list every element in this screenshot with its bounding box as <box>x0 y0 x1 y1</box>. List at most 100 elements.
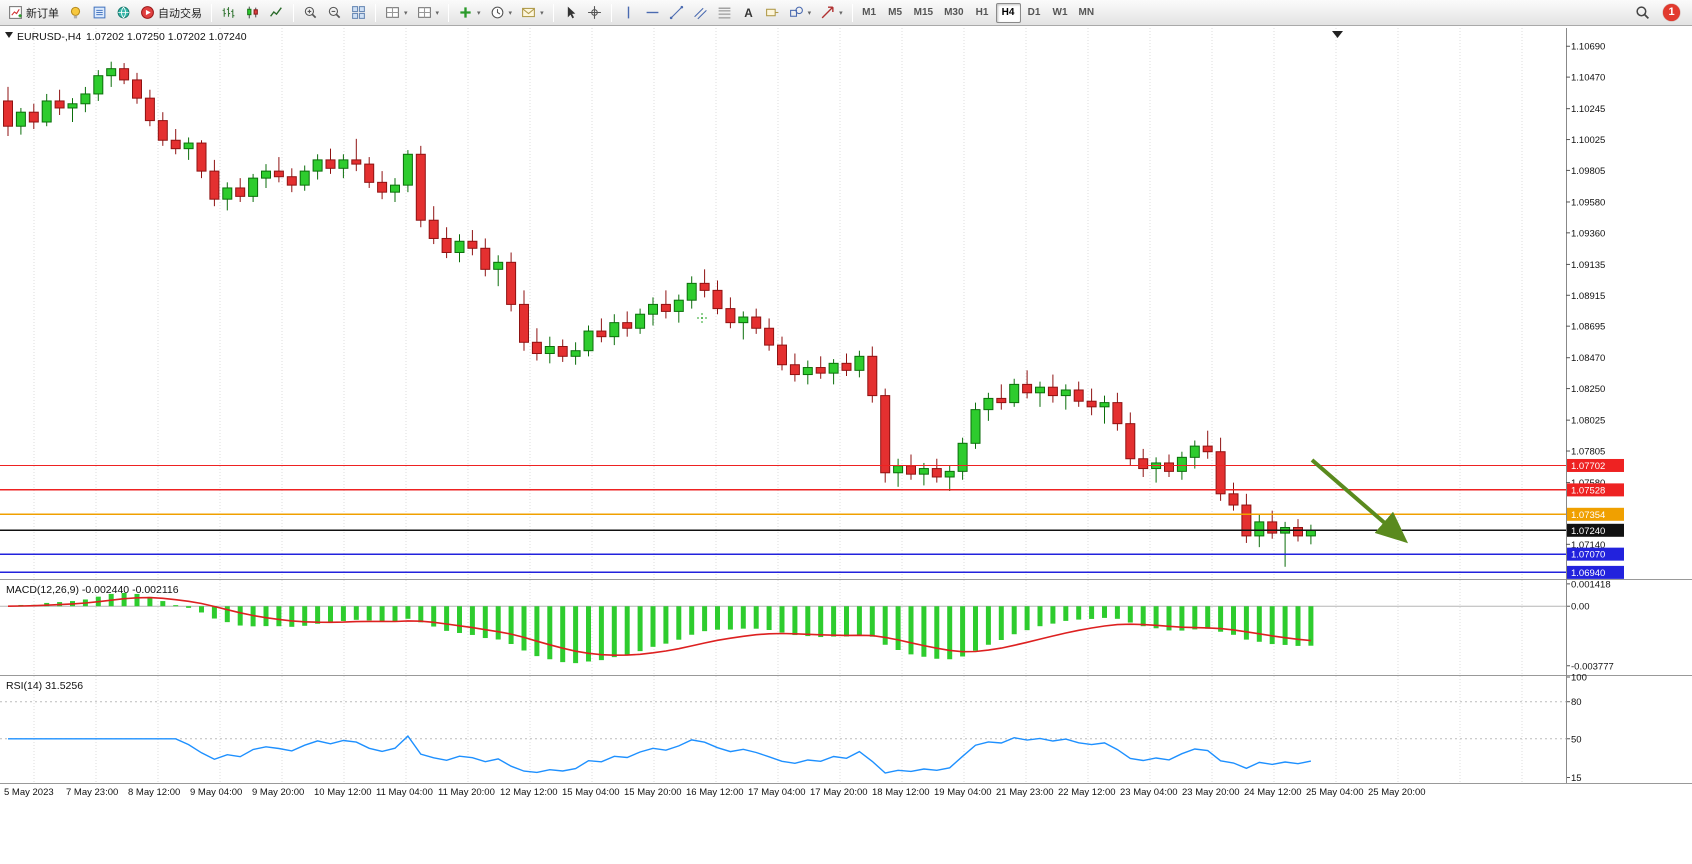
data-window-button[interactable] <box>88 2 111 24</box>
candle-body <box>325 159 336 169</box>
candle-body <box>1022 383 1033 394</box>
trendline-button[interactable] <box>665 2 688 24</box>
timeframe-H1[interactable]: H1 <box>970 3 995 23</box>
community-button[interactable] <box>112 2 135 24</box>
candle-body <box>261 170 271 179</box>
price-axis-label: 1.10470 <box>1571 73 1605 84</box>
candle-body <box>28 111 39 123</box>
templates-button[interactable]: ▾ <box>517 2 548 24</box>
candle-body <box>1099 402 1110 408</box>
candle-body <box>1164 462 1174 472</box>
timeframe-H4[interactable]: H4 <box>995 2 1021 23</box>
time-axis-label: 9 May 04:00 <box>190 787 242 798</box>
toolbar: 新订单 自动交易 ▾ ▾ ▾ ▾ ▾ A ▾ ▾ M1 M5 M15 M30 H1 H4 D1 W1 MN 1 <box>0 0 1692 26</box>
timeframe-M1[interactable]: M1 <box>857 3 882 23</box>
price-axis-label: 1.07805 <box>1571 447 1605 458</box>
price-axis-label: 1.09580 <box>1571 197 1605 208</box>
bulb-icon <box>70 6 81 19</box>
candle-body <box>1228 493 1239 506</box>
label-tool-button[interactable] <box>761 2 784 24</box>
timeframe-M15[interactable]: M15 <box>909 3 938 23</box>
candle-body <box>815 367 826 374</box>
candle-body <box>441 237 452 253</box>
zoom-out-button[interactable] <box>323 2 346 24</box>
fibonacci-button[interactable] <box>713 2 736 24</box>
candle-body <box>415 153 426 221</box>
cross-mark-annotation <box>697 313 707 323</box>
candle-body <box>983 397 994 411</box>
candle-body <box>428 219 439 239</box>
chart-layout-button[interactable]: ▾ <box>381 2 412 24</box>
chart-collapse-icon[interactable] <box>5 32 13 38</box>
price-axis-label: 1.09360 <box>1571 228 1605 239</box>
time-axis-label: 22 May 12:00 <box>1058 787 1116 798</box>
svg-text:A: A <box>744 7 753 20</box>
price-axis-label: 1.08250 <box>1571 384 1605 395</box>
candle-body <box>106 68 117 77</box>
crosshair-button[interactable] <box>583 2 606 24</box>
time-axis-label: 15 May 04:00 <box>562 787 620 798</box>
hline-icon <box>646 11 658 14</box>
price-axis-label: 1.07140 <box>1571 540 1605 551</box>
text-tool-button[interactable]: A <box>737 2 760 24</box>
timeframe-D1[interactable]: D1 <box>1022 3 1047 23</box>
candle-body <box>248 177 259 197</box>
candle-body <box>1202 445 1213 453</box>
chevron-down-icon: ▾ <box>477 9 481 17</box>
zoom-in-button[interactable] <box>299 2 322 24</box>
periods-button[interactable]: ▾ <box>486 2 517 24</box>
horizontal-line-button[interactable] <box>641 2 664 24</box>
autotrading-button[interactable]: 自动交易 <box>136 2 206 24</box>
indicators-button[interactable]: ▾ <box>454 2 485 24</box>
candle-body <box>119 68 130 81</box>
channel-icon <box>693 7 707 20</box>
candle-body <box>222 187 233 200</box>
macd-scale-label: 0.00 <box>1571 602 1590 613</box>
candle-body <box>764 327 775 346</box>
price-axis-label: 1.08695 <box>1571 322 1605 333</box>
tile-windows-button[interactable] <box>347 2 370 24</box>
candle-body <box>673 299 684 312</box>
new-order-button[interactable]: 新订单 <box>4 2 63 24</box>
bar-chart-mode-button[interactable] <box>217 2 240 24</box>
time-axis[interactable]: 5 May 2023 7 May 23:00 8 May 12:00 9 May 04… <box>0 783 1692 799</box>
candle-body <box>570 350 581 357</box>
price-axis[interactable]: 1.10690 1.10470 1.10245 1.10025 1.09805 1.095… <box>1566 28 1624 783</box>
candle-body <box>41 100 52 123</box>
timeframe-M30[interactable]: M30 <box>939 3 968 23</box>
shapes-button[interactable]: ▾ <box>785 2 816 24</box>
envelope-icon <box>522 7 535 18</box>
chart-area[interactable]: EURUSD-,H4 1.07202 1.07250 1.07202 1.0724… <box>0 26 1692 864</box>
arrows-icon <box>821 6 834 19</box>
candle-body <box>80 93 91 105</box>
vertical-line-button[interactable] <box>617 2 640 24</box>
toolbar-separator <box>610 3 612 22</box>
plus-green-icon <box>460 7 471 18</box>
candlestick-mode-button[interactable] <box>241 2 264 24</box>
time-axis-label: 11 May 04:00 <box>376 787 433 798</box>
search-button[interactable] <box>1631 2 1654 24</box>
macd-scale-label: -0.003777 <box>1571 661 1614 672</box>
price-axis-label: 1.10690 <box>1571 42 1605 53</box>
time-axis-label: 17 May 04:00 <box>748 787 806 798</box>
profiles-button[interactable]: ▾ <box>413 2 444 24</box>
arrows-tool-button[interactable]: ▾ <box>816 2 847 24</box>
tiles-icon <box>352 6 365 19</box>
macd-scale-label: 0.001418 <box>1571 579 1611 590</box>
candles-icon <box>247 6 258 19</box>
candle-body <box>377 181 388 193</box>
market-watch-button[interactable] <box>64 2 87 24</box>
cursor-button[interactable] <box>559 2 582 24</box>
candle-body <box>390 184 400 193</box>
timeframe-W1[interactable]: W1 <box>1048 3 1073 23</box>
timeframe-M5[interactable]: M5 <box>883 3 908 23</box>
channel-button[interactable] <box>689 2 712 24</box>
timeframe-MN[interactable]: MN <box>1074 3 1100 23</box>
trend-arrow-annotation[interactable] <box>1310 458 1409 544</box>
candle-body <box>54 100 65 109</box>
chart-shift-marker[interactable] <box>1332 31 1343 38</box>
notification-badge[interactable]: 1 <box>1663 4 1680 21</box>
line-chart-mode-button[interactable] <box>265 2 288 24</box>
chevron-down-icon: ▾ <box>404 9 408 17</box>
